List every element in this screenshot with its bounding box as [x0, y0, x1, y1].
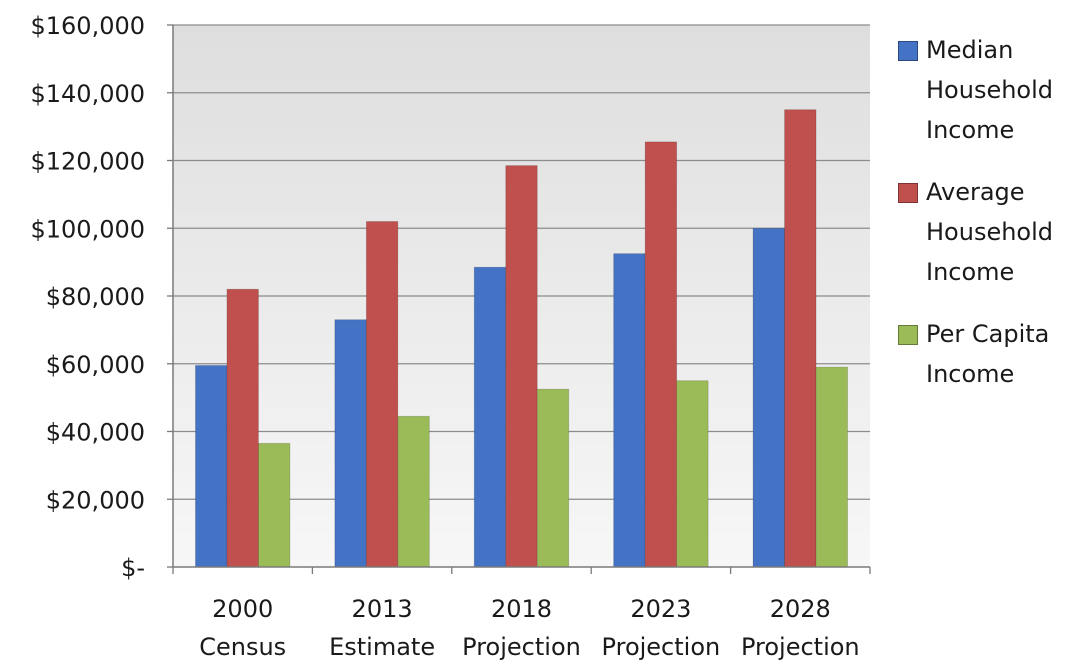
x-tick-label: Estimate [329, 633, 435, 661]
bar-median-1 [334, 319, 367, 568]
y-tick-label: $40,000 [46, 419, 145, 447]
bar-median-3 [613, 253, 646, 568]
legend-label: Average Household Income [926, 178, 1054, 286]
bar-per-capita-1 [397, 415, 430, 568]
x-tick-label: 2028 [770, 595, 831, 623]
bar-average-0 [226, 288, 259, 568]
y-tick-label: $140,000 [30, 80, 145, 108]
bar-median-4 [752, 227, 785, 568]
bar-median-0 [195, 365, 228, 568]
legend-label: Median Household Income [926, 36, 1054, 144]
legend-item: Per Capita Income [898, 314, 1068, 394]
y-tick-label: $80,000 [46, 283, 145, 311]
bar-average-2 [505, 165, 538, 568]
x-tick-label: Projection [602, 633, 721, 661]
bar-per-capita-0 [258, 442, 291, 568]
x-tick-label: Census [199, 633, 286, 661]
x-tick-label: 2023 [630, 595, 691, 623]
legend-swatch [898, 325, 918, 345]
x-tick-label: Projection [741, 633, 860, 661]
legend-label: Per Capita Income [926, 320, 1050, 388]
legend-item: Median Household Income [898, 30, 1068, 150]
x-tick-label: 2000 [212, 595, 273, 623]
y-tick-label: $20,000 [46, 486, 145, 514]
bar-average-4 [784, 109, 817, 568]
bar-median-2 [473, 266, 507, 568]
legend-swatch [898, 41, 918, 61]
bar-per-capita-4 [815, 366, 848, 568]
bar-per-capita-3 [676, 380, 709, 568]
x-tick-label: Projection [462, 633, 581, 661]
y-tick-label: $100,000 [30, 215, 145, 243]
legend: Median Household Income Average Household Inc… [898, 30, 1068, 416]
y-tick-label: $160,000 [30, 12, 145, 40]
x-tick-label: 2018 [491, 595, 552, 623]
y-tick-label: $120,000 [30, 148, 145, 176]
x-tick-label: 2013 [352, 595, 413, 623]
legend-swatch [898, 183, 918, 203]
bar-average-3 [644, 141, 678, 568]
legend-item: Average Household Income [898, 172, 1068, 292]
y-tick-label: $- [121, 554, 145, 582]
bar-average-1 [365, 221, 399, 568]
y-tick-label: $60,000 [46, 351, 145, 379]
bar-per-capita-2 [536, 388, 570, 568]
